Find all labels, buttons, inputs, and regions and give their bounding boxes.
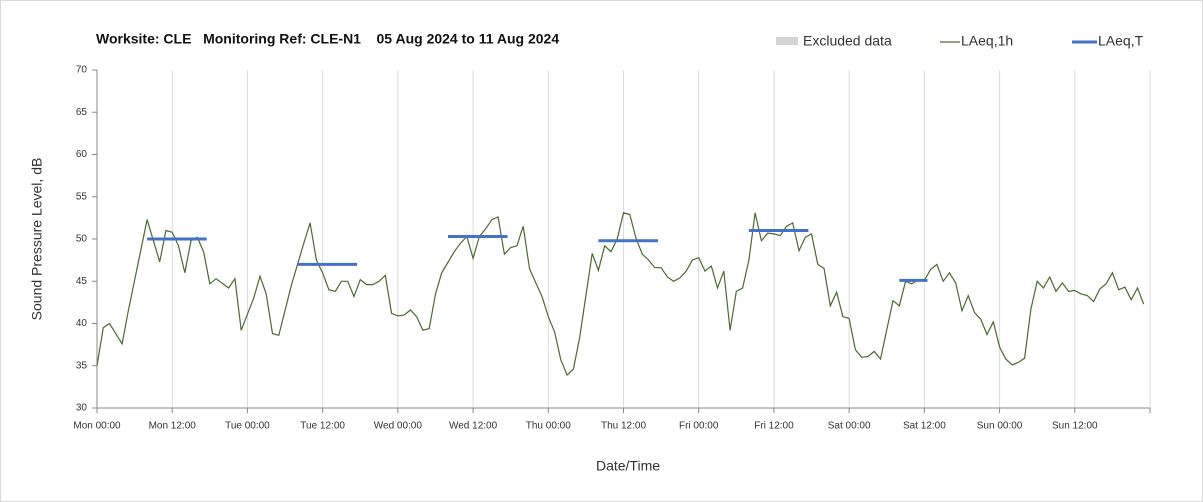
line-series bbox=[96, 212, 1145, 377]
legend-label: LAeq,1h bbox=[961, 33, 1013, 49]
chart-title: Worksite: CLE Monitoring Ref: CLE-N1 05 … bbox=[96, 31, 559, 47]
y-tick-label: 70 bbox=[76, 65, 88, 76]
y-tick-label: 30 bbox=[76, 403, 88, 414]
x-tick-label: Sun 12:00 bbox=[1052, 421, 1098, 432]
x-tick-label: Tue 00:00 bbox=[225, 421, 270, 432]
x-tick-label: Mon 00:00 bbox=[73, 421, 121, 432]
x-tick-label: Fri 12:00 bbox=[754, 421, 794, 432]
x-tick-label: Sat 12:00 bbox=[903, 421, 946, 432]
x-tick-label: Thu 12:00 bbox=[601, 421, 646, 432]
legend-swatch bbox=[776, 37, 798, 45]
x-axis-label: Date/Time bbox=[596, 458, 660, 474]
y-tick-label: 45 bbox=[76, 276, 88, 287]
y-tick-label: 60 bbox=[76, 149, 88, 160]
y-axis-label: Sound Pressure Level, dB bbox=[29, 158, 45, 321]
x-tick-label: Mon 12:00 bbox=[149, 421, 197, 432]
legend-label: Excluded data bbox=[803, 33, 892, 49]
x-tick-label: Sat 00:00 bbox=[828, 421, 871, 432]
x-tick-label: Sun 00:00 bbox=[977, 421, 1023, 432]
y-tick-label: 65 bbox=[76, 107, 88, 118]
y-tick-label: 35 bbox=[76, 360, 88, 371]
x-tick-label: Fri 00:00 bbox=[679, 421, 719, 432]
y-tick-label: 40 bbox=[76, 318, 88, 329]
y-tick-label: 55 bbox=[76, 191, 88, 202]
legend-label: LAeq,T bbox=[1098, 33, 1144, 49]
x-tick-label: Thu 00:00 bbox=[526, 421, 571, 432]
x-tick-label: Wed 00:00 bbox=[374, 421, 423, 432]
x-tick-label: Wed 12:00 bbox=[449, 421, 498, 432]
x-tick-label: Tue 12:00 bbox=[300, 421, 345, 432]
y-tick-label: 50 bbox=[76, 234, 88, 245]
